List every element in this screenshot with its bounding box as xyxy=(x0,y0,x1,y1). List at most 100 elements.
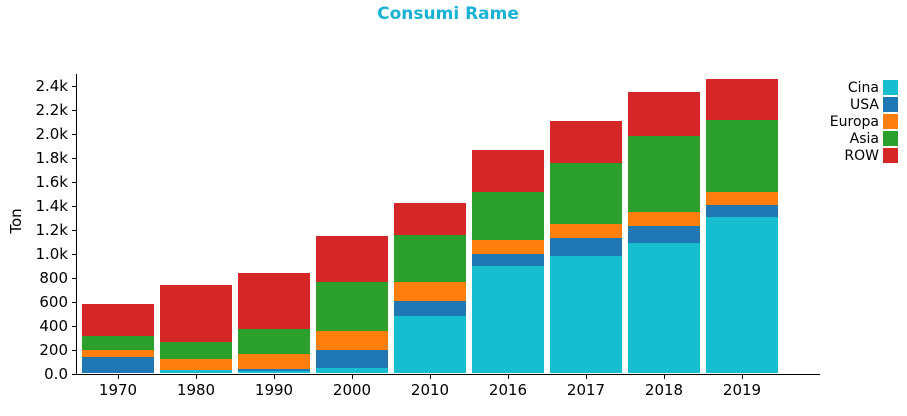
bar-segment-Asia xyxy=(628,136,700,213)
bar-segment-USA xyxy=(316,349,388,368)
legend-item-Europa: Europa xyxy=(830,113,898,130)
bar-segment-USA xyxy=(628,226,700,244)
bar-segment-USA xyxy=(82,357,154,373)
stacked-bar-2016 xyxy=(472,150,544,373)
legend-swatch xyxy=(883,131,898,146)
y-tick-label: 1.8k xyxy=(35,149,68,167)
y-tick-label: 200 xyxy=(39,341,68,359)
bar-segment-Asia xyxy=(316,282,388,332)
bar-segment-Cina xyxy=(238,370,310,373)
bar-segment-ROW xyxy=(316,236,388,283)
y-tick-label: 400 xyxy=(39,317,68,335)
bar-segment-Asia xyxy=(550,163,622,225)
y-tick-label: 600 xyxy=(39,293,68,311)
bar-segment-ROW xyxy=(472,150,544,193)
bar-segment-Europa xyxy=(550,224,622,238)
stacked-bar-2017 xyxy=(550,121,622,373)
x-tick-label: 1970 xyxy=(98,381,138,399)
bar-segment-ROW xyxy=(394,202,466,236)
stacked-bar-1990 xyxy=(238,272,310,373)
y-tick-label: 1.0k xyxy=(35,245,68,263)
x-tick-mark xyxy=(742,375,743,379)
bar-segment-Asia xyxy=(706,119,778,192)
x-tick-label: 2018 xyxy=(644,381,684,399)
y-tick-mark xyxy=(72,326,76,327)
x-tick-label: 2010 xyxy=(410,381,450,399)
y-tick-label: 0.0 xyxy=(44,365,68,383)
legend-label: Europa xyxy=(829,113,879,130)
x-tick-mark xyxy=(274,375,275,379)
bar-segment-Europa xyxy=(706,191,778,205)
x-tick-label: 2017 xyxy=(566,381,606,399)
bar-segment-Europa xyxy=(238,354,310,369)
bar-segment-Europa xyxy=(160,358,232,370)
bar-segment-USA xyxy=(472,254,544,267)
x-tick-mark xyxy=(664,375,665,379)
legend-label: ROW xyxy=(844,147,879,164)
y-tick-mark xyxy=(72,278,76,279)
bar-segment-ROW xyxy=(238,272,310,330)
legend: Cina USA Europa Asia ROW xyxy=(830,79,898,164)
x-tick-mark xyxy=(352,375,353,379)
stacked-bar-2019 xyxy=(706,79,778,373)
y-tick-label: 1.4k xyxy=(35,197,68,215)
y-tick-label: 2.0k xyxy=(35,125,68,143)
bar-segment-Cina xyxy=(550,256,622,373)
y-tick-mark xyxy=(72,230,76,231)
y-tick-mark xyxy=(72,134,76,135)
y-tick-mark xyxy=(72,254,76,255)
y-tick-mark xyxy=(72,350,76,351)
bar-segment-Europa xyxy=(394,282,466,301)
bar-segment-Cina xyxy=(316,367,388,373)
y-tick-mark xyxy=(72,206,76,207)
bar-segment-Asia xyxy=(82,336,154,350)
legend-swatch xyxy=(883,97,898,112)
legend-label: Cina xyxy=(847,79,879,96)
y-tick-mark xyxy=(72,158,76,159)
x-tick-mark xyxy=(118,375,119,379)
bar-segment-Asia xyxy=(394,235,466,283)
bar-segment-ROW xyxy=(628,91,700,137)
y-tick-label: 800 xyxy=(39,269,68,287)
bar-segment-ROW xyxy=(706,79,778,120)
bar-segment-USA xyxy=(706,205,778,217)
bar-segment-Europa xyxy=(628,212,700,227)
x-tick-label: 2000 xyxy=(332,381,372,399)
bar-segment-Cina xyxy=(628,243,700,373)
y-tick-label: 2.4k xyxy=(35,77,68,95)
bar-segment-USA xyxy=(394,301,466,316)
legend-item-Asia: Asia xyxy=(830,130,898,147)
x-tick-mark xyxy=(196,375,197,379)
stacked-bar-2018 xyxy=(628,91,700,373)
plot-area: 0.0 200 400 600 800 1.0k 1.2k 1.4k 1.6k 1.8k 2.0k 2… xyxy=(35,74,820,399)
stacked-bar-1970 xyxy=(82,304,154,373)
legend-item-USA: USA xyxy=(830,96,898,113)
legend-item-Cina: Cina xyxy=(830,79,898,96)
legend-item-ROW: ROW xyxy=(830,147,898,164)
bar-segment-Cina xyxy=(394,316,466,373)
bar-segment-ROW xyxy=(160,284,232,343)
bar-segment-Cina xyxy=(472,266,544,373)
y-tick-label: 2.2k xyxy=(35,101,68,119)
bar-segment-Asia xyxy=(472,192,544,241)
bar-segment-Cina xyxy=(706,217,778,373)
stacked-bar-2010 xyxy=(394,202,466,373)
y-tick-mark xyxy=(72,86,76,87)
y-tick-label: 1.6k xyxy=(35,173,68,191)
bar-segment-Asia xyxy=(238,329,310,355)
x-tick-label: 1990 xyxy=(254,381,294,399)
x-tick-mark xyxy=(508,375,509,379)
x-tick-label: 2019 xyxy=(722,381,762,399)
stacked-bar-2000 xyxy=(316,236,388,373)
stacked-bar-1980 xyxy=(160,284,232,373)
x-tick-label: 2016 xyxy=(488,381,528,399)
y-tick-mark xyxy=(72,302,76,303)
legend-swatch xyxy=(883,114,898,129)
y-tick-label: 1.2k xyxy=(35,221,68,239)
bar-segment-Europa xyxy=(82,349,154,358)
x-tick-label: 1980 xyxy=(176,381,216,399)
x-tick-mark xyxy=(586,375,587,379)
bar-segment-USA xyxy=(238,368,310,371)
legend-label: USA xyxy=(850,96,879,113)
y-tick-mark xyxy=(72,374,76,375)
